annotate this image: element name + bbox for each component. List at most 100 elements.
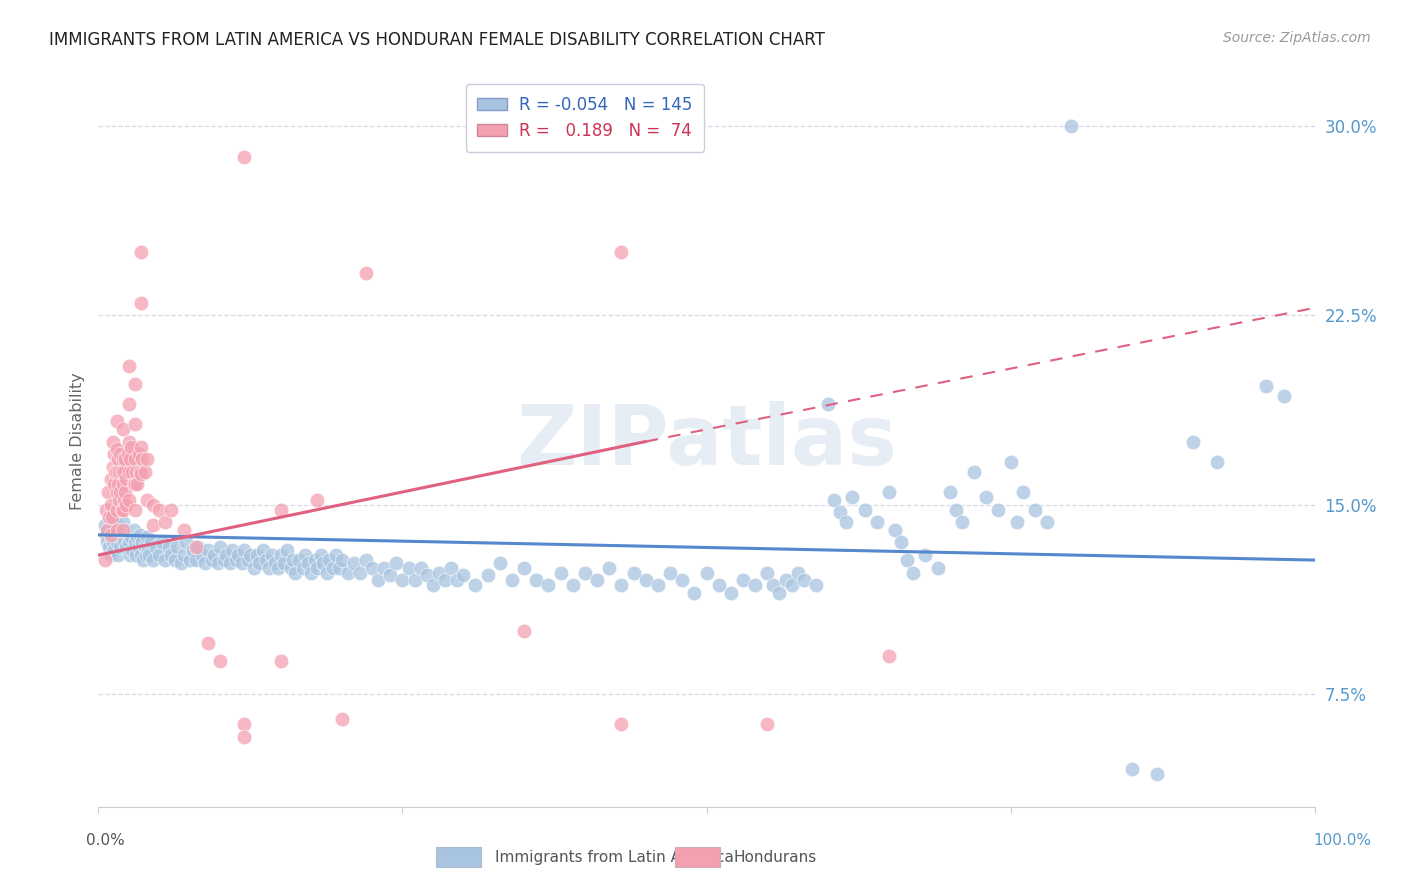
Point	[110, 465, 132, 479]
Point	[112, 492, 135, 507]
Point	[877, 648, 900, 663]
Point	[184, 541, 207, 555]
Point	[233, 717, 256, 731]
Point	[200, 553, 222, 567]
Point	[550, 566, 572, 580]
Point	[103, 523, 125, 537]
Point	[309, 548, 332, 562]
Point	[270, 548, 292, 562]
Point	[322, 560, 344, 574]
Point	[136, 543, 159, 558]
Point	[138, 548, 160, 562]
Point	[187, 541, 209, 555]
Point	[160, 548, 183, 562]
Point	[299, 566, 322, 580]
Point	[398, 560, 420, 574]
Point	[179, 553, 201, 567]
Point	[233, 730, 256, 744]
Point	[115, 498, 138, 512]
Point	[115, 472, 138, 486]
Point	[786, 566, 808, 580]
Point	[104, 465, 127, 479]
Point	[1000, 455, 1022, 469]
Point	[343, 556, 366, 570]
Point	[96, 535, 118, 549]
Point	[233, 543, 256, 558]
Point	[884, 523, 907, 537]
Point	[111, 452, 134, 467]
Point	[291, 560, 314, 574]
Point	[107, 548, 129, 562]
Point	[96, 523, 118, 537]
Point	[184, 553, 207, 567]
Point	[914, 548, 936, 562]
Point	[793, 574, 815, 588]
Point	[284, 566, 307, 580]
Point	[974, 490, 997, 504]
Point	[98, 541, 121, 555]
Point	[215, 548, 238, 562]
Point	[817, 397, 839, 411]
Point	[276, 543, 298, 558]
Point	[111, 515, 134, 529]
Point	[367, 574, 389, 588]
Point	[129, 295, 152, 310]
Point	[134, 465, 156, 479]
Point	[142, 517, 165, 532]
Point	[114, 523, 136, 537]
Point	[488, 556, 510, 570]
Point	[1272, 389, 1295, 403]
Point	[97, 485, 120, 500]
Point	[100, 548, 122, 562]
Point	[841, 490, 863, 504]
Point	[136, 452, 159, 467]
Point	[477, 568, 499, 582]
Point	[252, 543, 274, 558]
Point	[110, 447, 132, 461]
Point	[97, 523, 120, 537]
Point	[1182, 434, 1205, 449]
Point	[142, 553, 165, 567]
Point	[120, 530, 142, 544]
Text: IMMIGRANTS FROM LATIN AMERICA VS HONDURAN FEMALE DISABILITY CORRELATION CHART: IMMIGRANTS FROM LATIN AMERICA VS HONDURA…	[49, 31, 825, 49]
Point	[524, 574, 547, 588]
Point	[330, 553, 353, 567]
Point	[160, 502, 183, 516]
Point	[446, 574, 468, 588]
Point	[373, 560, 395, 574]
Point	[416, 568, 439, 582]
Point	[111, 530, 134, 544]
Text: 0.0%: 0.0%	[86, 833, 125, 847]
Point	[768, 586, 790, 600]
Point	[561, 578, 583, 592]
Point	[115, 541, 138, 555]
Point	[225, 553, 247, 567]
Point	[218, 556, 240, 570]
Point	[129, 245, 152, 260]
Point	[586, 574, 609, 588]
Y-axis label: Female Disability: Female Disability	[69, 373, 84, 510]
Point	[101, 515, 124, 529]
Point	[866, 515, 889, 529]
Point	[659, 566, 682, 580]
Point	[118, 535, 141, 549]
Point	[114, 452, 136, 467]
Point	[121, 465, 143, 479]
Point	[194, 556, 217, 570]
Point	[501, 574, 523, 588]
Point	[125, 465, 148, 479]
Point	[270, 502, 292, 516]
Point	[312, 556, 335, 570]
Point	[634, 574, 657, 588]
Point	[148, 502, 170, 516]
Point	[307, 492, 329, 507]
Point	[262, 548, 284, 562]
Point	[166, 541, 188, 555]
Point	[110, 485, 132, 500]
Point	[896, 553, 918, 567]
Point	[756, 717, 779, 731]
Point	[101, 459, 124, 474]
Point	[939, 485, 962, 500]
Point	[94, 528, 117, 542]
Point	[987, 502, 1010, 516]
